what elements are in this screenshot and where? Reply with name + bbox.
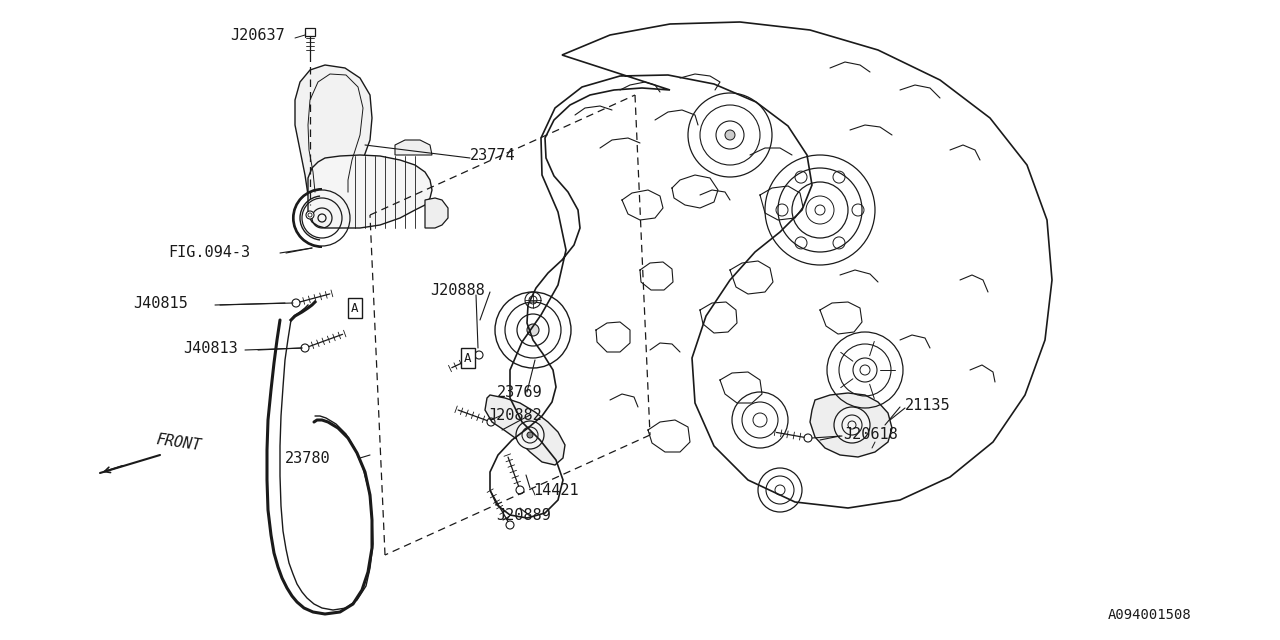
Circle shape [306, 211, 314, 219]
Circle shape [527, 324, 539, 336]
Polygon shape [810, 393, 892, 457]
Text: J20888: J20888 [430, 282, 485, 298]
Text: 23780: 23780 [285, 451, 330, 465]
Text: 21135: 21135 [905, 397, 951, 413]
Text: J20637: J20637 [230, 28, 284, 42]
Text: J20889: J20889 [497, 509, 550, 524]
Circle shape [724, 130, 735, 140]
Polygon shape [425, 198, 448, 228]
Polygon shape [485, 395, 564, 465]
Text: J20618: J20618 [844, 426, 897, 442]
Text: 23769: 23769 [497, 385, 543, 399]
Circle shape [516, 421, 544, 449]
Text: FRONT: FRONT [155, 433, 202, 454]
Text: A: A [351, 301, 358, 314]
Circle shape [527, 432, 532, 438]
Text: J40813: J40813 [183, 340, 238, 355]
Circle shape [835, 407, 870, 443]
Polygon shape [294, 65, 372, 205]
Text: J20882: J20882 [486, 408, 541, 422]
Text: 14421: 14421 [532, 483, 579, 497]
Polygon shape [396, 140, 433, 155]
Polygon shape [308, 155, 433, 228]
Text: 23774: 23774 [470, 147, 516, 163]
Text: FIG.094-3: FIG.094-3 [168, 244, 250, 259]
Text: A: A [465, 351, 472, 365]
Text: J40815: J40815 [133, 296, 188, 310]
Text: A094001508: A094001508 [1108, 608, 1192, 622]
